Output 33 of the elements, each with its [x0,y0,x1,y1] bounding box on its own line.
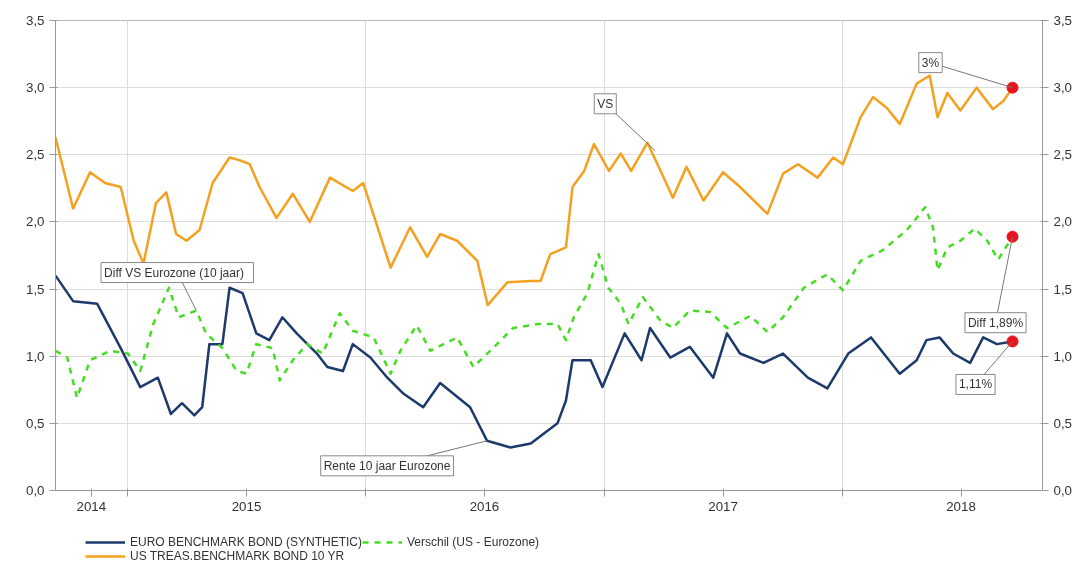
x-tick-label: 2018 [946,498,976,514]
y-tick-label: 0,5 [25,415,45,431]
point [1006,335,1019,348]
annotation: Diff VS Eurozone (10 jaar) [104,265,244,280]
annotation: VS [597,96,614,111]
y2-tick-label: 1,0 [1053,348,1073,364]
y-tick-label: 2,5 [25,147,45,163]
x-tick-label: 2016 [469,498,500,514]
annotation: Rente 10 jaar Eurozone [323,458,451,473]
y2-tick-label: 0,5 [1053,415,1073,431]
x-tick-label: 2014 [76,498,107,514]
legend-label: US TREAS.BENCHMARK BOND 10 YR [130,549,345,563]
legend-label: EURO BENCHMARK BOND (SYNTHETIC) [130,535,363,549]
y-tick-label: 0,0 [25,483,45,498]
x-tick-label: 2017 [708,498,738,514]
annotation: Diff 1,89% [967,315,1024,330]
y2-tick-label: 1,5 [1053,281,1073,297]
y2-tick-label: 2,0 [1053,214,1073,230]
y-tick-label: 1,0 [25,348,45,364]
y-tick-label: 3,5 [25,13,45,28]
y2-tick-label: 0,0 [1053,483,1073,498]
y-tick-label: 2,0 [25,214,45,230]
x-tick-label: 2015 [231,498,262,514]
legend-label: Verschil (US - Eurozone) [407,535,540,549]
y-tick-label: 1,5 [25,281,45,297]
y-tick-label: 3,0 [25,80,45,96]
point [1006,230,1019,243]
y2-tick-label: 3,5 [1053,13,1073,28]
y2-tick-label: 3,0 [1053,80,1073,96]
annotation: 1,11% [958,377,993,392]
point [1006,81,1019,94]
y2-tick-label: 2,5 [1053,147,1073,163]
annotation: 3% [921,55,940,70]
